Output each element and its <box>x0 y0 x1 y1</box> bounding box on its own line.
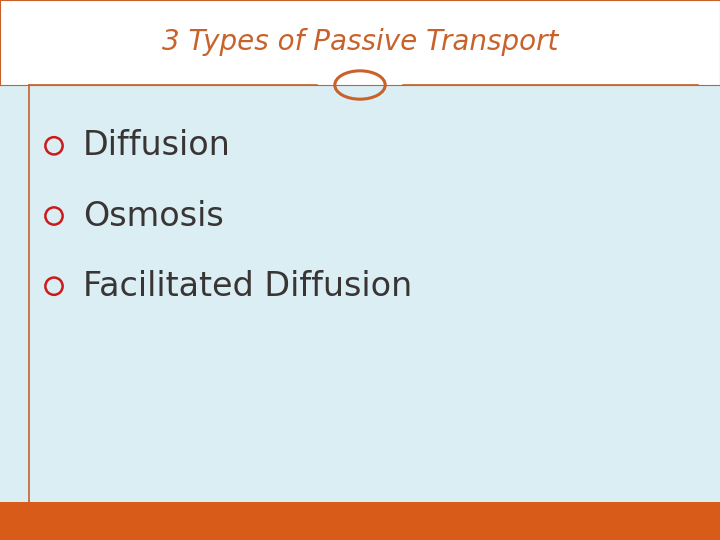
Text: Diffusion: Diffusion <box>83 129 230 163</box>
FancyBboxPatch shape <box>0 0 720 85</box>
FancyBboxPatch shape <box>0 85 720 502</box>
Text: 3 Types of Passive Transport: 3 Types of Passive Transport <box>162 29 558 57</box>
Text: Facilitated Diffusion: Facilitated Diffusion <box>83 269 412 303</box>
Text: Osmosis: Osmosis <box>83 199 223 233</box>
FancyBboxPatch shape <box>0 502 720 540</box>
